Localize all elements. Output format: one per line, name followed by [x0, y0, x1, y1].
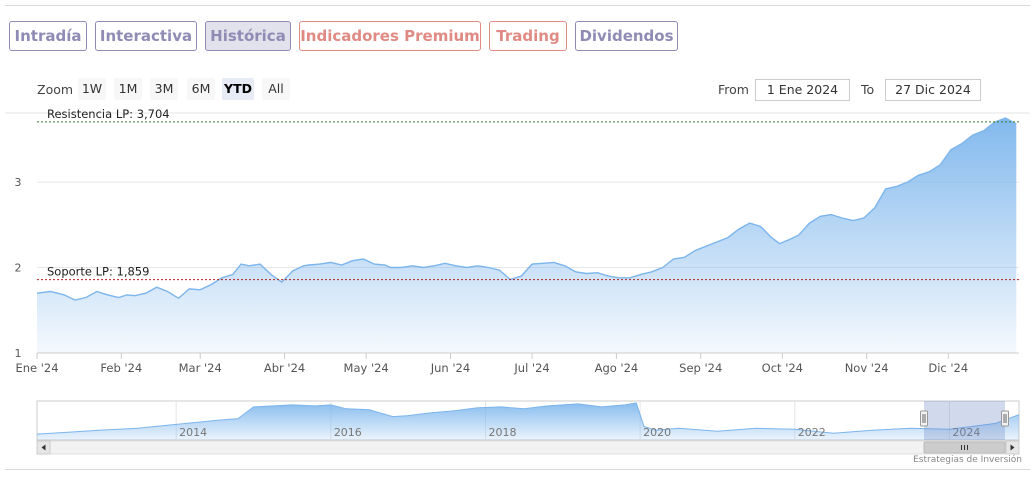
- main-y-axis: 1 2 3: [15, 176, 22, 360]
- scroll-left-arrow-icon: [41, 444, 46, 451]
- y-tick-label: 1: [15, 347, 22, 360]
- navigator-tick-label: 2016: [334, 426, 362, 439]
- zoom-1w-button[interactable]: 1W: [78, 78, 106, 100]
- tab-dividendos[interactable]: Dividendos: [575, 21, 678, 51]
- navigator-tick-label: 2018: [488, 426, 516, 439]
- tab-historica[interactable]: Histórica: [205, 21, 291, 51]
- navigator-handle-right[interactable]: [1001, 410, 1009, 427]
- zoom-ytd-button[interactable]: YTD: [222, 78, 254, 100]
- navigator-tick-label: 2014: [179, 426, 207, 439]
- navigator[interactable]: 2014 2016 2018 2020 2022 2024: [36, 400, 1020, 455]
- navigator-tick-label: 2020: [643, 426, 671, 439]
- credits-text: Estrategias de Inversión: [913, 455, 1022, 465]
- x-tick-label: Dic '24: [928, 361, 968, 375]
- x-tick-label: Feb '24: [100, 361, 142, 375]
- top-divider: [5, 5, 1030, 6]
- zoom-all-button[interactable]: All: [262, 78, 290, 100]
- x-tick-label: Nov '24: [845, 361, 889, 375]
- tab-trading[interactable]: Trading: [489, 21, 567, 51]
- x-tick-label: Oct '24: [762, 361, 803, 375]
- x-tick-label: May '24: [344, 361, 389, 375]
- navigator-selection[interactable]: [924, 401, 1005, 440]
- main-x-axis: Ene '24 Feb '24 Mar '24 Abr '24 May '24 Jun '…: [15, 353, 968, 375]
- x-tick-label: Ene '24: [15, 361, 58, 375]
- support-label: Soporte LP: 1,859: [47, 265, 149, 279]
- navigator-handle-left[interactable]: [920, 410, 928, 427]
- from-label: From: [718, 82, 749, 97]
- zoom-label: Zoom: [37, 82, 74, 97]
- zoom-3m-button[interactable]: 3M: [150, 78, 178, 100]
- tab-indicadores-premium[interactable]: Indicadores Premium: [299, 21, 481, 51]
- navigator-area-fill: [37, 402, 1019, 440]
- zoom-1m-button[interactable]: 1M: [114, 78, 142, 100]
- x-tick-label: Mar '24: [179, 361, 222, 375]
- from-date-input[interactable]: 1 Ene 2024: [755, 79, 850, 101]
- y-tick-label: 3: [15, 176, 22, 189]
- to-date-input[interactable]: 27 Dic 2024: [885, 79, 981, 101]
- x-tick-label: Jun '24: [430, 361, 470, 375]
- tab-interactiva[interactable]: Interactiva: [95, 21, 197, 51]
- scrollbar-track[interactable]: [36, 440, 1020, 455]
- series-area-fill: [37, 118, 1017, 353]
- zoom-6m-button[interactable]: 6M: [187, 78, 215, 100]
- to-label: To: [861, 82, 875, 97]
- navigator-line: [36, 402, 1020, 435]
- x-tick-label: Ago '24: [595, 361, 639, 375]
- resistance-label: Resistencia LP: 3,704: [47, 107, 170, 121]
- series-line: [36, 117, 1017, 301]
- main-series: [36, 117, 1019, 354]
- navigator-tick-label: 2024: [952, 426, 980, 439]
- scroll-right-arrow-icon: [1010, 444, 1015, 451]
- x-tick-label: Abr '24: [264, 361, 305, 375]
- x-tick-label: Sep '24: [679, 361, 722, 375]
- bottom-divider: [5, 469, 1030, 470]
- y-tick-label: 2: [15, 262, 22, 275]
- main-annotations: Resistencia LP: 3,704 Soporte LP: 1,859: [37, 107, 1019, 281]
- tab-intradia[interactable]: Intradía: [9, 21, 87, 51]
- navigator-tick-label: 2022: [798, 426, 826, 439]
- x-tick-label: Jul '24: [513, 361, 549, 375]
